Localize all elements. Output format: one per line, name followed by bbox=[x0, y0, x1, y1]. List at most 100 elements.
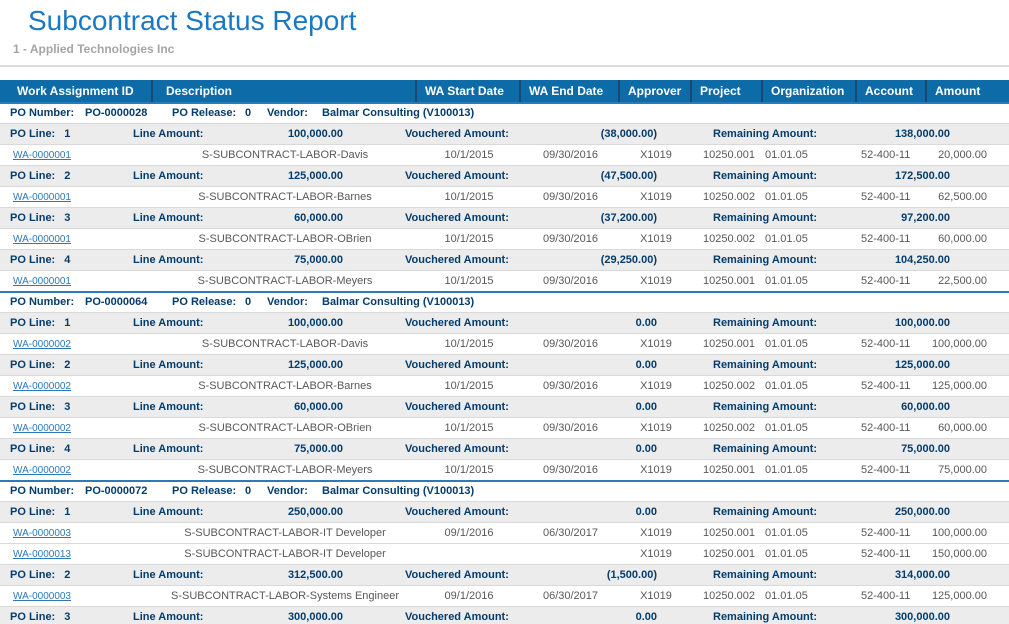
line-amount-label: Line Amount: bbox=[133, 359, 204, 371]
po-release-label: PO Release: bbox=[172, 485, 237, 497]
remaining-amount-value: 250,000.00 bbox=[894, 506, 950, 518]
po-release-value: 0 bbox=[245, 107, 252, 119]
work-assignment-link[interactable]: WA-0000002 bbox=[13, 381, 71, 392]
wa-organization: 01.01.05 bbox=[765, 548, 808, 560]
work-assignment-link[interactable]: WA-0000002 bbox=[13, 339, 71, 350]
po-line-row: PO Line: 1 Line Amount: 100,000.00 Vouche… bbox=[0, 123, 1009, 144]
wa-organization: 01.01.05 bbox=[765, 275, 808, 287]
line-amount-label: Line Amount: bbox=[133, 569, 204, 581]
work-assignment-link[interactable]: WA-0000001 bbox=[13, 150, 71, 161]
wa-project: 10250.002 bbox=[703, 233, 755, 245]
remaining-amount-label: Remaining Amount: bbox=[713, 359, 818, 371]
vouchered-amount-label: Vouchered Amount: bbox=[405, 569, 509, 581]
wa-description: S-SUBCONTRACT-LABOR-Barnes bbox=[198, 380, 372, 392]
po-number-label: PO Number: bbox=[10, 485, 75, 497]
wa-end-date: 09/30/2016 bbox=[542, 275, 599, 287]
spacer bbox=[657, 397, 713, 417]
vouchered-amount-label: Vouchered Amount: bbox=[405, 212, 509, 224]
remaining-amount-value: 138,000.00 bbox=[894, 128, 950, 140]
po-number-value: PO-0000064 bbox=[85, 296, 148, 308]
po-release-label: PO Release: bbox=[172, 107, 237, 119]
vouchered-amount-value: 0.00 bbox=[635, 611, 657, 623]
vouchered-amount-value: (29,250.00) bbox=[600, 254, 657, 266]
vendor-label: Vendor: bbox=[267, 107, 308, 119]
vendor-label: Vendor: bbox=[267, 485, 308, 497]
wa-end-date: 06/30/2017 bbox=[542, 527, 599, 539]
po-line-label: PO Line: bbox=[10, 569, 56, 581]
wa-end-date: 06/30/2017 bbox=[542, 590, 599, 602]
po-line-row: PO Line: 3 Line Amount: 60,000.00 Voucher… bbox=[0, 207, 1009, 228]
vouchered-amount-label: Vouchered Amount: bbox=[405, 170, 509, 182]
wa-account: 52-400-11 bbox=[861, 527, 911, 539]
line-amount-value: 125,000.00 bbox=[287, 170, 343, 182]
line-amount-value: 75,000.00 bbox=[294, 443, 343, 455]
po-number-row: PO Number: PO-0000064 PO Release: 0 Vend… bbox=[0, 291, 1009, 312]
subcontract-status-table: Work Assignment ID Description WA Start … bbox=[0, 80, 1009, 624]
po-line-number: 1 bbox=[64, 506, 71, 518]
spacer bbox=[657, 607, 713, 624]
line-amount-label: Line Amount: bbox=[133, 317, 204, 329]
po-line-number: 4 bbox=[64, 443, 71, 455]
po-line-row: PO Line: 3 Line Amount: 60,000.00 Voucher… bbox=[0, 396, 1009, 417]
work-assignment-link[interactable]: WA-0000001 bbox=[13, 276, 71, 287]
vouchered-amount-label: Vouchered Amount: bbox=[405, 401, 509, 413]
work-assignment-link[interactable]: WA-0000003 bbox=[13, 528, 71, 539]
spacer bbox=[343, 355, 405, 375]
spacer bbox=[343, 208, 405, 228]
vouchered-amount-value: 0.00 bbox=[635, 506, 657, 518]
wa-amount: 125,000.00 bbox=[931, 380, 987, 392]
po-number-label: PO Number: bbox=[10, 107, 75, 119]
vouchered-amount-label: Vouchered Amount: bbox=[405, 506, 509, 518]
wa-description: S-SUBCONTRACT-LABOR-OBrien bbox=[198, 422, 372, 434]
vouchered-amount-label: Vouchered Amount: bbox=[405, 254, 509, 266]
po-line-label: PO Line: bbox=[10, 506, 56, 518]
work-assignment-link[interactable]: WA-0000013 bbox=[13, 549, 71, 560]
wa-description: S-SUBCONTRACT-LABOR-Meyers bbox=[197, 464, 373, 476]
po-line-label: PO Line: bbox=[10, 443, 56, 455]
po-line-label: PO Line: bbox=[10, 212, 56, 224]
wa-organization: 01.01.05 bbox=[765, 149, 808, 161]
work-assignment-link[interactable]: WA-0000003 bbox=[13, 591, 71, 602]
po-number-label: PO Number: bbox=[10, 296, 75, 308]
spacer bbox=[657, 502, 713, 522]
wa-start-date: 09/1/2016 bbox=[444, 590, 494, 602]
wa-end-date: 09/30/2016 bbox=[542, 464, 599, 476]
wa-approver: X1019 bbox=[640, 380, 672, 392]
wa-end-date: 09/30/2016 bbox=[542, 380, 599, 392]
remaining-amount-label: Remaining Amount: bbox=[713, 569, 818, 581]
line-amount-label: Line Amount: bbox=[133, 611, 204, 623]
remaining-amount-label: Remaining Amount: bbox=[713, 212, 818, 224]
work-assignment-link[interactable]: WA-0000001 bbox=[13, 192, 71, 203]
column-header-approver: Approver bbox=[620, 80, 692, 102]
po-line-number: 1 bbox=[64, 128, 71, 140]
wa-account: 52-400-11 bbox=[861, 191, 911, 203]
po-line-number: 2 bbox=[64, 569, 71, 581]
work-assignment-row: WA-0000001 S-SUBCONTRACT-LABOR-Meyers 10… bbox=[0, 270, 1009, 291]
work-assignment-link[interactable]: WA-0000002 bbox=[13, 465, 71, 476]
wa-organization: 01.01.05 bbox=[765, 464, 808, 476]
wa-account: 52-400-11 bbox=[861, 338, 911, 350]
vendor-value: Balmar Consulting (V100013) bbox=[322, 107, 475, 119]
vouchered-amount-label: Vouchered Amount: bbox=[405, 443, 509, 455]
wa-approver: X1019 bbox=[640, 590, 672, 602]
vouchered-amount-value: 0.00 bbox=[635, 359, 657, 371]
work-assignment-row: WA-0000002 S-SUBCONTRACT-LABOR-OBrien 10… bbox=[0, 417, 1009, 438]
wa-description: S-SUBCONTRACT-LABOR-Systems Engineer bbox=[171, 590, 399, 602]
remaining-amount-label: Remaining Amount: bbox=[713, 611, 818, 623]
work-assignment-row: WA-0000003 S-SUBCONTRACT-LABOR-IT Develo… bbox=[0, 522, 1009, 543]
work-assignment-link[interactable]: WA-0000002 bbox=[13, 423, 71, 434]
line-amount-value: 60,000.00 bbox=[294, 401, 343, 413]
report-table-body: PO Number: PO-0000028 PO Release: 0 Vend… bbox=[0, 102, 1009, 624]
wa-organization: 01.01.05 bbox=[765, 527, 808, 539]
wa-description: S-SUBCONTRACT-LABOR-OBrien bbox=[198, 233, 372, 245]
wa-start-date: 10/1/2015 bbox=[444, 422, 494, 434]
wa-end-date bbox=[521, 544, 620, 564]
spacer bbox=[657, 439, 713, 459]
work-assignment-link[interactable]: WA-0000001 bbox=[13, 234, 71, 245]
spacer bbox=[343, 607, 405, 624]
line-amount-value: 300,000.00 bbox=[287, 611, 343, 623]
column-header-organization: Organization bbox=[763, 80, 857, 102]
po-line-number: 3 bbox=[64, 401, 71, 413]
po-release-value: 0 bbox=[245, 296, 252, 308]
